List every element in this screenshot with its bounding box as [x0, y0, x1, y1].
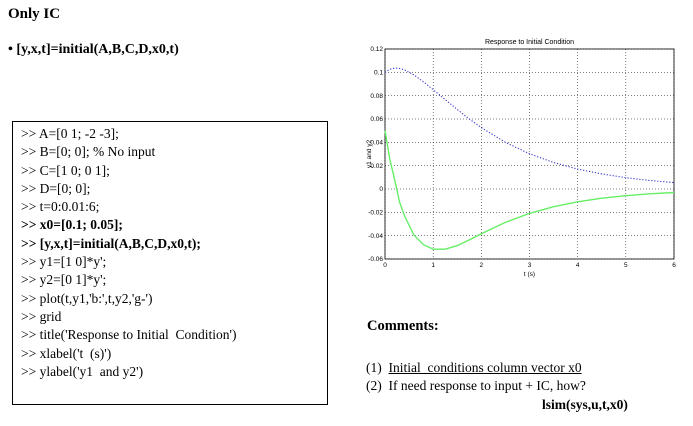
series-layer — [384, 67, 675, 250]
series-line-y2 — [384, 130, 675, 250]
comment-1-text: Initial conditions column vector x0 — [388, 360, 582, 375]
comment-item-2: (2) If need response to input + IC, how? — [366, 378, 586, 393]
y-tick-label: 0.1 — [374, 70, 383, 77]
x-tick-label: 0 — [383, 262, 387, 269]
code-line: >> A=[0 1; -2 -3]; — [21, 126, 119, 141]
chart-title: Response to Initial Condition — [485, 39, 574, 46]
y-tick-label: 0.12 — [370, 46, 383, 53]
x-tick-label: 1 — [431, 262, 435, 269]
x-tick-label: 4 — [576, 262, 580, 269]
y-tick-label: -0.06 — [368, 256, 383, 263]
x-tick-label: 6 — [672, 262, 676, 269]
code-line: >> x0=[0.1; 0.05]; — [21, 217, 123, 233]
y-tick-label: -0.02 — [368, 210, 383, 217]
code-line: >> grid — [21, 308, 62, 324]
tick-labels: 0 1 2 3 4 5 6 -0.06 -0.04 -0.02 0 0.02 0.04 0.06 0.08 0… — [368, 46, 676, 269]
slide-title: Only IC — [8, 6, 61, 22]
code-line: >> C=[1 0; 0 1]; — [21, 162, 110, 178]
code-line: >> xlabel('t (s)') — [21, 345, 112, 361]
code-line: >> B=[0; 0]; % No input — [21, 144, 156, 160]
y-axis-label: y1 and y2 — [366, 140, 373, 169]
code-line: >> [y,x,t]=initial(A,B,C,D,x0,t); — [21, 235, 201, 251]
initial-syntax-bullet: • [y,x,t]=initial(A,B,C,D,x0,t) — [8, 42, 179, 57]
code-line: >> D=[0; 0]; — [21, 180, 91, 196]
plot-axes-box — [384, 48, 675, 260]
comments-heading: Comments: — [367, 318, 439, 334]
code-line: >> y1=[1 0]*y'; — [21, 254, 107, 270]
code-line: >> ylabel('y1 and y2') — [21, 363, 144, 379]
code-line: >> t=0:0.01:6; — [21, 199, 100, 215]
y-tick-label: -0.04 — [368, 233, 383, 240]
x-tick-label: 5 — [624, 262, 628, 269]
code-line: >> y2=[0 1]*y'; — [21, 272, 107, 288]
y-tick-label: 0.08 — [370, 93, 383, 100]
x-axis-label: t (s) — [524, 271, 535, 278]
response-chart: 0 1 2 3 4 5 6 -0.06 -0.04 -0.02 0 0.02 0.04 0.06 0.08 0… — [363, 30, 693, 320]
matlab-code-box: >> A=[0 1; -2 -3]; >> B=[0; 0]; % No inpu… — [12, 121, 328, 405]
comment-1-number: (1) — [366, 360, 382, 375]
code-line: >> title('Response to Initial Condition'… — [21, 327, 237, 343]
code-line: >> plot(t,y1,'b:',t,y2,'g-') — [21, 290, 153, 306]
x-tick-label: 2 — [480, 262, 484, 269]
comment-item-1: (1) Initial conditions column vector x0 — [366, 360, 582, 376]
y-tick-label: 0.04 — [370, 140, 383, 147]
x-tick-label: 3 — [528, 262, 532, 269]
y-tick-label: 0 — [379, 186, 383, 193]
lsim-command: lsim(sys,u,t,x0) — [542, 397, 628, 412]
y-tick-label: 0.06 — [370, 116, 383, 123]
y-tick-label: 0.02 — [370, 163, 383, 170]
